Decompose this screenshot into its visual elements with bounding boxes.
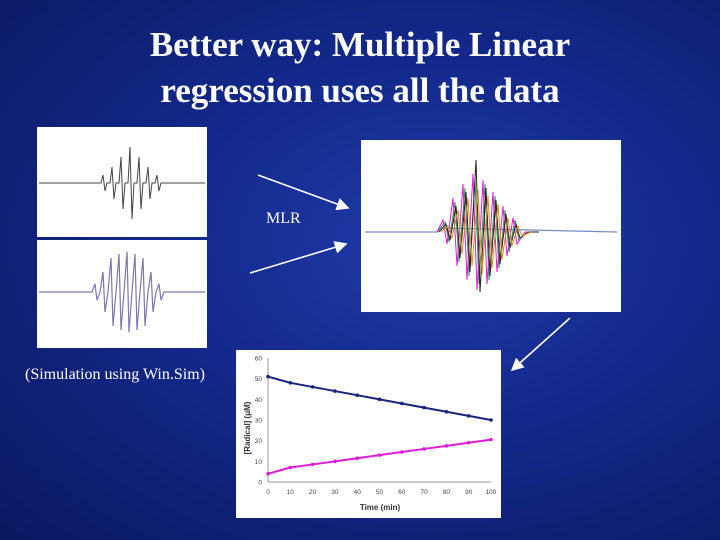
data-point	[310, 385, 315, 389]
data-point	[400, 450, 404, 454]
data-point	[466, 440, 471, 445]
spectrum-panel-bottom	[37, 240, 207, 348]
combined-trace-green	[436, 179, 539, 285]
arrow-combined-to-chart	[510, 317, 571, 372]
spectrum-top-trace	[39, 146, 205, 220]
y-tick-label: 60	[255, 356, 263, 363]
data-point	[444, 409, 449, 414]
kinetics-chart-panel: 0 10 20 30 40 50 60 70 80 90 100 0 10 20 30 40 50 60 [Rad…	[236, 350, 501, 518]
x-tick-label: 30	[331, 489, 339, 496]
data-point	[266, 374, 270, 379]
spectrum-combined-plot	[365, 159, 618, 293]
x-tick-label: 100	[486, 489, 497, 496]
data-point	[355, 393, 359, 397]
chart-points	[266, 374, 493, 476]
kinetics-chart: 0 10 20 30 40 50 60 70 80 90 100 0 10 20 30 40 50 60 [Rad…	[243, 356, 497, 513]
data-point	[422, 447, 426, 451]
simulation-label: (Simulation using Win.Sim)	[25, 366, 205, 383]
title-line-1: Better way: Multiple Linear	[149, 25, 571, 64]
title-line-2: regression uses all the data	[160, 71, 560, 110]
data-point	[288, 381, 293, 385]
spectrum-top-plot	[39, 146, 205, 220]
chart-axes: 0 10 20 30 40 50 60 70 80 90 100 0 10 20 30 40 50 60	[255, 356, 497, 497]
data-point	[422, 405, 426, 410]
y-tick-label: 20	[255, 438, 263, 445]
arrow-top-to-combined	[257, 174, 350, 211]
combined-trace-dark	[438, 159, 539, 293]
x-tick-label: 60	[398, 489, 406, 496]
data-point	[444, 444, 449, 448]
x-tick-label: 20	[309, 489, 317, 496]
data-point	[355, 456, 359, 461]
y-tick-label: 10	[255, 459, 263, 466]
data-point	[333, 459, 337, 464]
data-point	[377, 397, 382, 402]
data-point	[489, 418, 493, 422]
y-tick-label: 0	[258, 480, 262, 487]
y-tick-label: 30	[255, 418, 263, 425]
combined-trace-magenta	[436, 173, 539, 291]
spectrum-bottom-trace	[39, 251, 205, 333]
x-axis-label: Time (min)	[360, 503, 401, 512]
y-axis-label: [Radical] (μM)	[243, 401, 252, 454]
spectrum-panel-top	[37, 127, 207, 237]
spectrum-bottom-plot	[39, 251, 205, 333]
x-tick-label: 0	[266, 489, 270, 496]
x-tick-label: 50	[376, 489, 384, 496]
y-tick-label: 50	[255, 376, 263, 383]
data-point	[288, 465, 293, 470]
spectrum-panel-combined	[361, 140, 621, 312]
data-point	[310, 462, 315, 467]
mlr-label: MLR	[266, 210, 301, 227]
x-tick-label: 10	[287, 489, 295, 496]
data-point	[466, 414, 471, 418]
data-point	[377, 453, 382, 457]
arrow-bottom-to-combined	[249, 241, 348, 274]
data-point	[333, 389, 337, 393]
x-tick-label: 70	[420, 489, 428, 496]
y-tick-label: 40	[255, 397, 263, 404]
combined-trace-orange	[440, 189, 532, 275]
x-tick-label: 40	[354, 489, 362, 496]
slide-title: Better way: Multiple Linear regression u…	[60, 22, 660, 114]
data-point	[266, 471, 270, 476]
x-tick-label: 80	[443, 489, 451, 496]
x-tick-label: 90	[465, 489, 473, 496]
data-point	[400, 401, 404, 406]
data-point	[489, 437, 493, 442]
